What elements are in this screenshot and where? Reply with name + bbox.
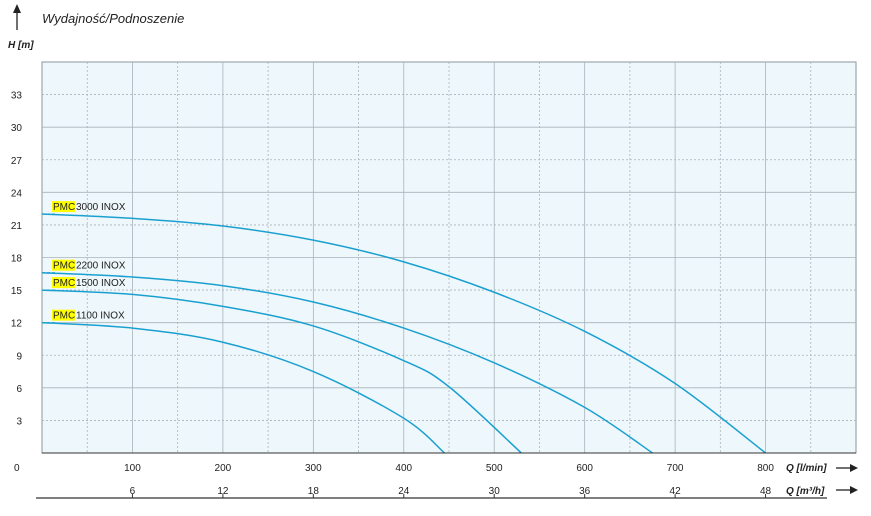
y-axis-label: H [m] — [8, 40, 34, 51]
series-label-prefix: PMC — [53, 261, 75, 272]
x2-axis-label: Q [m³/h] — [786, 486, 825, 497]
series-line — [41, 271, 653, 454]
x-tick-label: 600 — [576, 463, 593, 474]
y-tick-labels: 3 6 9 12 15 18 21 24 27 30 33 — [11, 91, 23, 428]
x2-tick-labels: 6 12 18 24 30 36 42 48 — [130, 486, 772, 498]
x2-axis-arrow-head — [850, 486, 858, 494]
x-axis-arrow-head — [850, 464, 858, 472]
series-label-highlight — [52, 201, 75, 213]
x2-tick-label: 24 — [398, 486, 410, 497]
curves — [41, 213, 767, 454]
series-label-prefix: PMC — [53, 278, 75, 289]
y-tick-label: 15 — [11, 286, 23, 297]
series-label-highlight — [52, 309, 75, 321]
series-line — [41, 289, 522, 454]
chart-title: Wydajność/Podnoszenie — [42, 11, 185, 26]
series-label-highlight — [52, 277, 75, 289]
y-tick-label: 6 — [16, 384, 22, 395]
x-axis-label: Q [l/min] — [786, 463, 827, 474]
x2-tick-label: 36 — [579, 486, 591, 497]
x-tick-label: 200 — [215, 463, 232, 474]
y-tick-label: 30 — [11, 123, 23, 134]
x-tick-label: 100 — [124, 463, 141, 474]
y-tick-label: 21 — [11, 221, 23, 232]
series-label-name: 2200 INOX — [76, 261, 126, 272]
origin-label: 0 — [14, 463, 20, 474]
x-tick-label: 500 — [486, 463, 503, 474]
y-tick-label: 9 — [16, 351, 22, 362]
series-label-name: 1100 INOX — [76, 311, 125, 322]
x2-tick-label: 42 — [670, 486, 682, 497]
series-label-prefix: PMC — [53, 311, 75, 322]
y-tick-label: 27 — [11, 156, 23, 167]
grid — [42, 62, 856, 453]
x2-tick-label: 30 — [489, 486, 501, 497]
x-tick-label: 400 — [395, 463, 412, 474]
x-tick-label: 700 — [667, 463, 684, 474]
y-tick-label: 3 — [16, 416, 22, 427]
y-tick-label: 24 — [11, 188, 23, 199]
title-arrow-head — [13, 4, 21, 13]
x-tick-label: 300 — [305, 463, 322, 474]
series-label-name: 1500 INOX — [76, 278, 126, 289]
x2-tick-label: 18 — [308, 486, 320, 497]
y-tick-label: 33 — [11, 91, 23, 102]
y-tick-label: 12 — [11, 319, 23, 330]
y-tick-label: 18 — [11, 254, 23, 265]
x2-tick-label: 6 — [130, 486, 136, 497]
x-tick-label: 800 — [757, 463, 774, 474]
x2-tick-label: 12 — [217, 486, 229, 497]
series-line — [41, 321, 445, 454]
series-line — [41, 213, 767, 454]
x-tick-labels: 100 200 300 400 500 600 700 800 — [124, 463, 774, 474]
series-label-highlight — [52, 259, 75, 271]
series-label-name: 3000 INOX — [76, 202, 126, 213]
series-label-prefix: PMC — [53, 202, 75, 213]
x2-tick-label: 48 — [760, 486, 772, 497]
